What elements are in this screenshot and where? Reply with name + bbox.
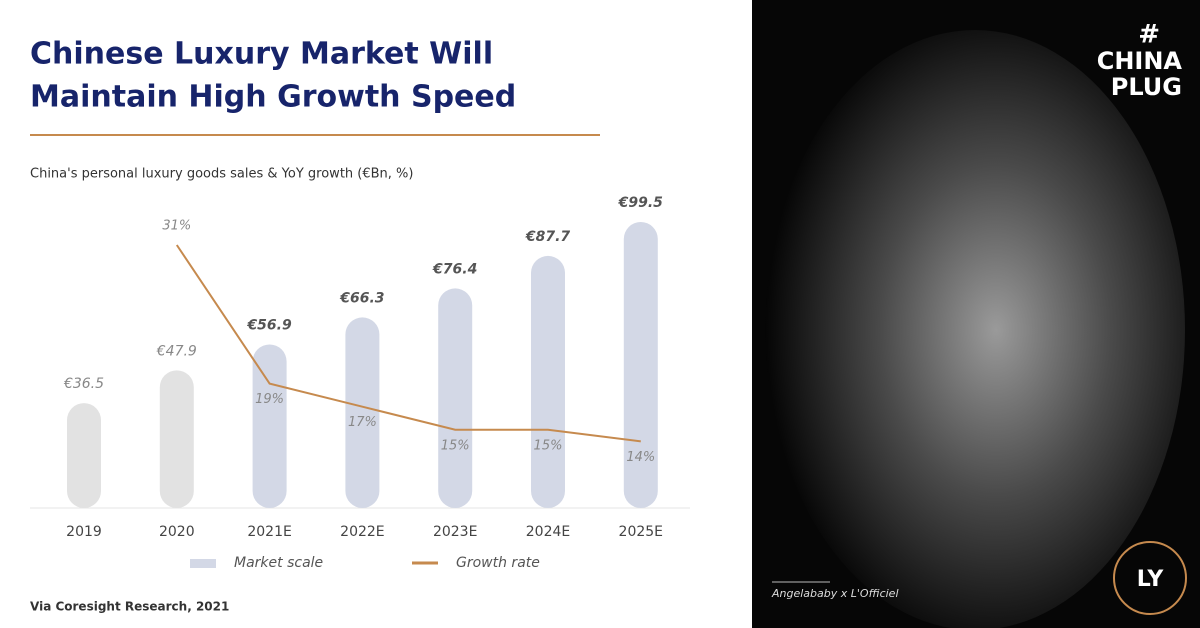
bar <box>159 370 194 508</box>
line-label: 15% <box>534 438 563 453</box>
title-line: Chinese Luxury Market Will <box>30 37 493 72</box>
x-tick-label: 2020 <box>159 524 195 540</box>
line-label: 17% <box>348 415 377 430</box>
legend-label: Market scale <box>234 555 323 571</box>
bar <box>531 255 565 508</box>
legend-label: Growth rate <box>456 555 540 571</box>
line-label: 14% <box>626 450 655 465</box>
bar <box>623 222 658 508</box>
line-label: 31% <box>162 219 191 234</box>
bar-label: €87.7 <box>525 229 571 245</box>
x-tick-label: 2025E <box>619 524 663 540</box>
photo-caption: Angelababy x L'Officiel <box>771 587 899 600</box>
growth-line <box>175 244 641 443</box>
bar <box>345 317 380 508</box>
bar-label: €56.9 <box>246 317 292 333</box>
brand-hash: # <box>1138 20 1160 50</box>
x-tick-label: 2021E <box>247 524 291 540</box>
bar <box>438 288 473 508</box>
bar-label: €99.5 <box>618 195 664 211</box>
logo: LY <box>1137 567 1165 592</box>
x-tick-label: 2019 <box>66 524 102 540</box>
x-tick-label: 2022E <box>340 524 384 540</box>
bar-label: €36.5 <box>63 376 104 392</box>
title-line: Maintain High Growth Speed <box>30 80 516 115</box>
line-label: 15% <box>441 438 470 453</box>
bar <box>67 403 101 508</box>
bar-label: €66.3 <box>339 290 384 306</box>
photo-portrait <box>765 30 1185 628</box>
x-tick-label: 2024E <box>526 524 570 540</box>
bar <box>252 344 287 508</box>
brand-line: PLUG <box>1111 73 1182 101</box>
brand-line: CHINA <box>1097 47 1183 75</box>
legend-swatch <box>190 559 216 568</box>
x-tick-label: 2023E <box>433 524 477 540</box>
chart-subtitle: China's personal luxury goods sales & Yo… <box>30 167 413 182</box>
source: Via Coresight Research, 2021 <box>30 600 229 614</box>
bar-label: €47.9 <box>156 343 197 359</box>
bar-label: €76.4 <box>432 261 477 277</box>
logo-ring <box>1113 541 1187 615</box>
line-label: 19% <box>255 392 284 407</box>
